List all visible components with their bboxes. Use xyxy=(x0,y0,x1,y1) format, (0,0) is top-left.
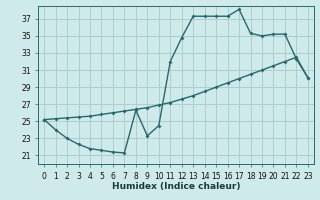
X-axis label: Humidex (Indice chaleur): Humidex (Indice chaleur) xyxy=(112,182,240,191)
